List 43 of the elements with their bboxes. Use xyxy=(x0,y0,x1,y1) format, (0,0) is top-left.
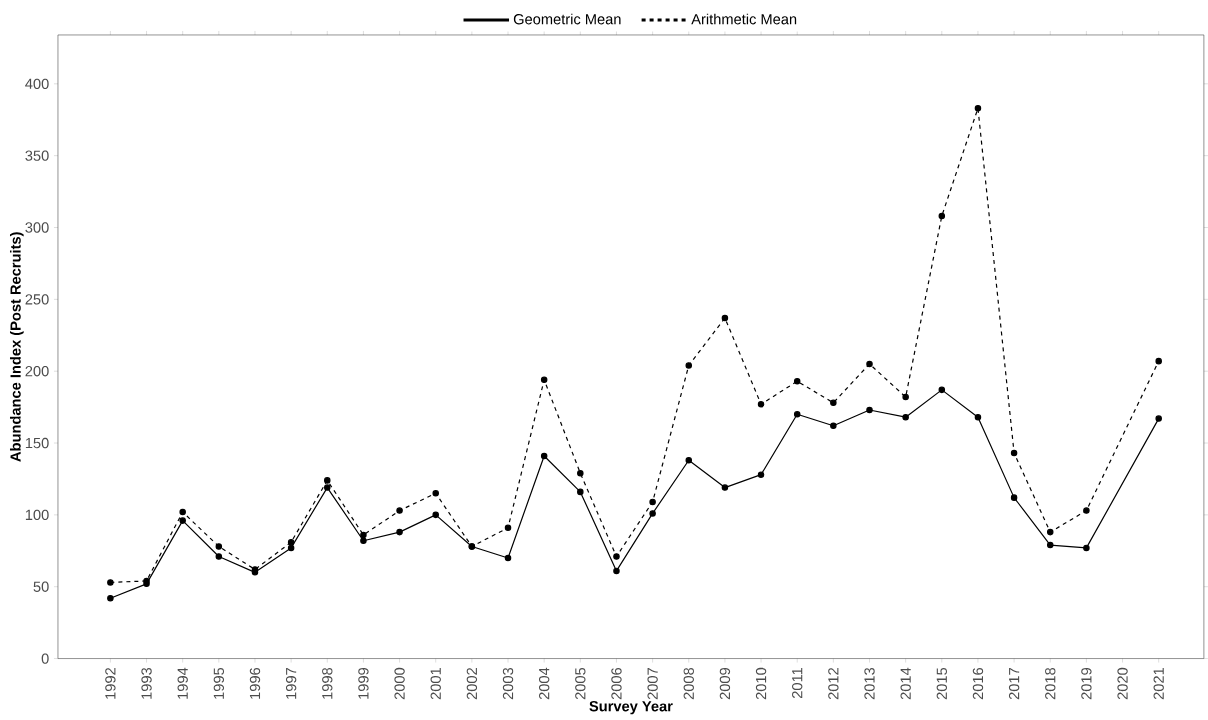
x-tick-label: 2006 xyxy=(611,668,622,700)
x-tick-label: 2020 xyxy=(1117,668,1128,700)
x-tick-label: 2011 xyxy=(792,668,803,699)
x-tick-label: 1996 xyxy=(249,668,261,699)
x-tick-label: 2004 xyxy=(538,667,550,700)
x-tick-label: 2019 xyxy=(1081,668,1092,700)
y-tick-label: 100 xyxy=(25,509,49,521)
x-tick-label: 2009 xyxy=(719,668,731,700)
legend-label: Arithmetic Mean xyxy=(691,13,797,25)
x-tick-label: 1992 xyxy=(105,668,116,699)
x-tick-label: 2013 xyxy=(864,668,875,700)
y-tick-label: 200 xyxy=(25,366,49,377)
y-tick-label: 50 xyxy=(33,581,49,593)
y-tick-label: 400 xyxy=(25,78,49,90)
x-tick-label: 1998 xyxy=(322,668,333,699)
y-axis-title: Abundance Index (Post Recruits) xyxy=(10,232,24,462)
x-tick-label: 2008 xyxy=(683,668,694,700)
x-tick-label: 2001 xyxy=(430,668,441,700)
x-tick-label: 1995 xyxy=(213,668,225,699)
x-tick-label: 2015 xyxy=(936,668,947,700)
x-tick-label: 2014 xyxy=(900,667,911,700)
x-tick-label: 1999 xyxy=(358,668,369,699)
x-tick-label: 1993 xyxy=(141,668,152,699)
legend-label: Geometric Mean xyxy=(513,13,621,25)
x-tick-label: 2018 xyxy=(1045,668,1056,700)
y-tick-label: 150 xyxy=(25,438,49,449)
y-tick-label: 300 xyxy=(25,222,49,233)
x-tick-label: 2007 xyxy=(647,668,658,700)
x-tick-label: 2012 xyxy=(828,668,839,700)
x-tick-label: 2003 xyxy=(502,668,514,700)
x-tick-label: 2005 xyxy=(575,668,586,700)
x-tick-label: 2016 xyxy=(972,668,984,700)
x-tick-label: 2002 xyxy=(466,668,478,700)
x-tick-label: 2021 xyxy=(1153,668,1164,700)
x-tick-label: 2000 xyxy=(394,668,405,700)
x-axis-title: Survey Year xyxy=(589,701,673,715)
y-tick-label: 350 xyxy=(25,150,49,162)
x-tick-label: 1997 xyxy=(285,668,297,699)
x-tick-label: 2010 xyxy=(755,668,767,700)
x-tick-label: 1994 xyxy=(177,667,188,699)
y-tick-label: 0 xyxy=(41,653,49,664)
y-tick-label: 250 xyxy=(25,294,49,305)
x-tick-label: 2017 xyxy=(1008,668,1020,700)
